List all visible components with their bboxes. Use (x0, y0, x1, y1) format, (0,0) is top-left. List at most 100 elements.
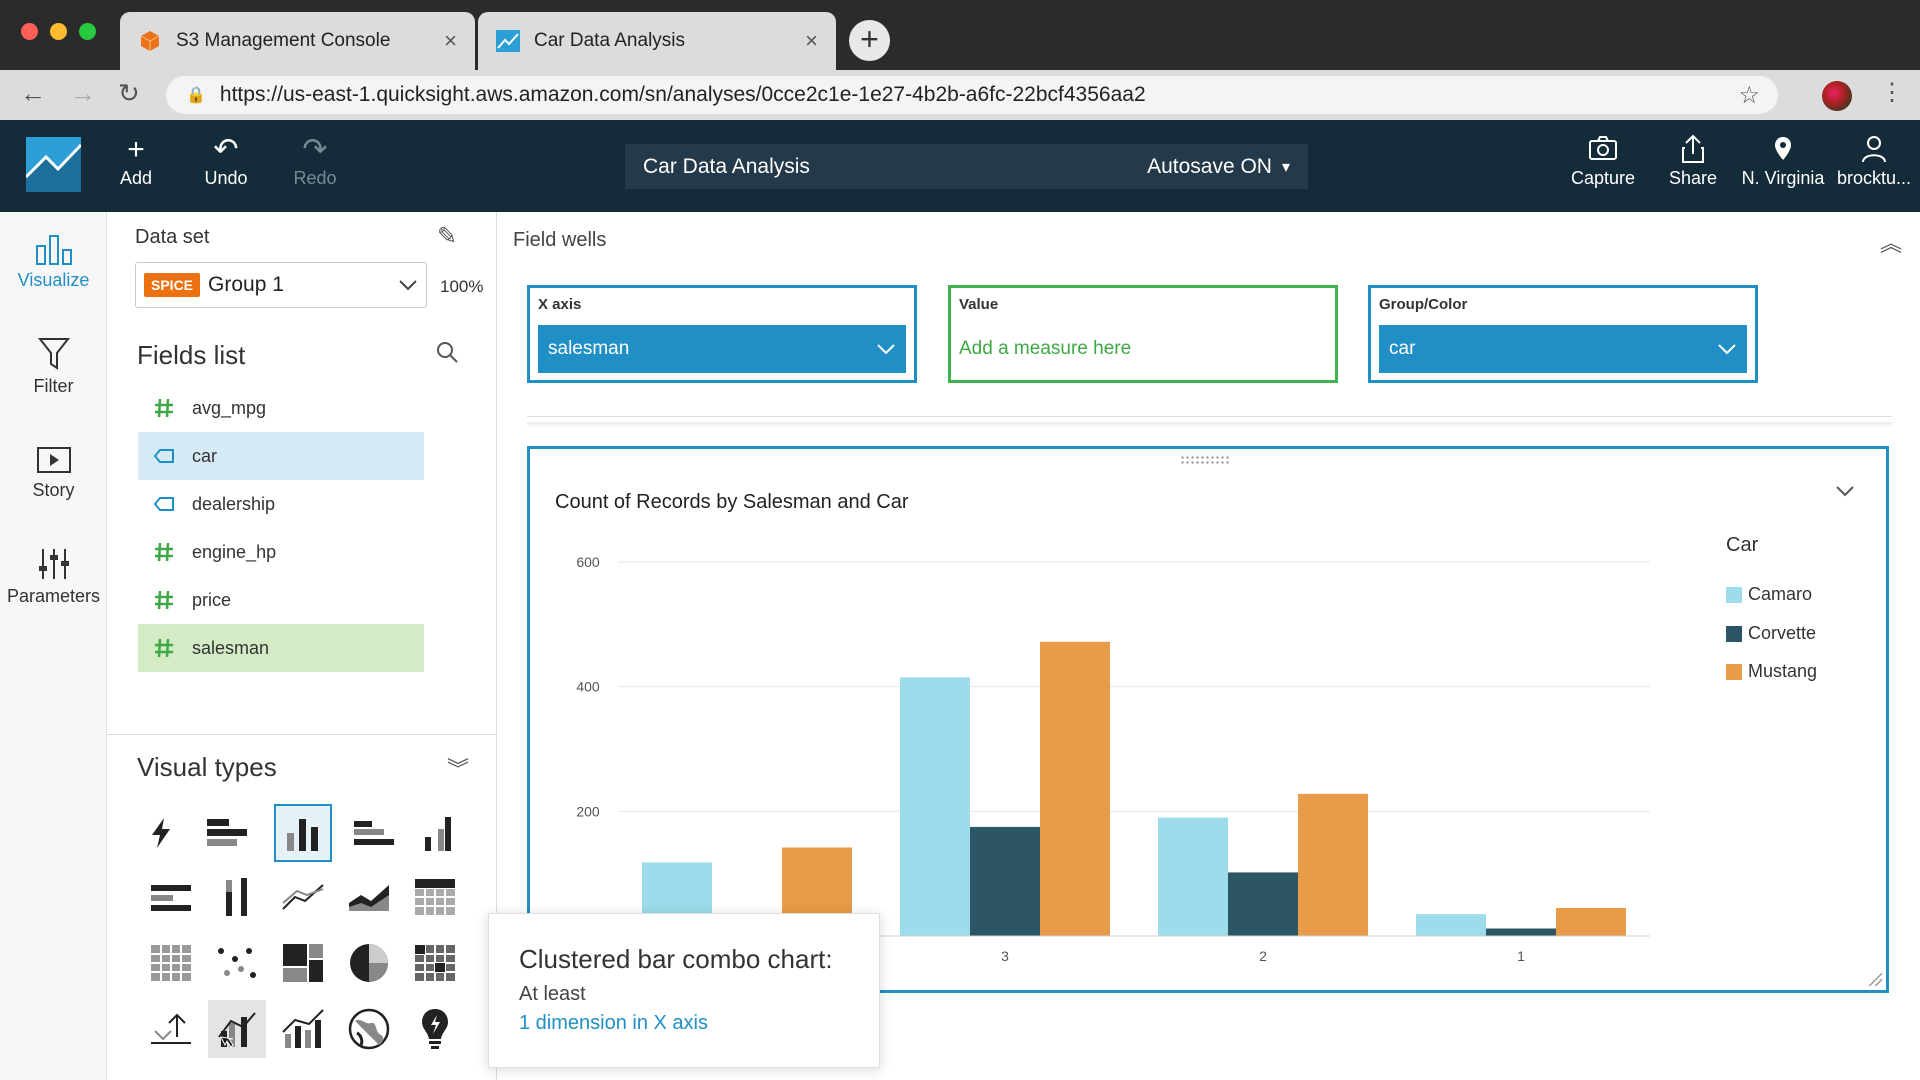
legend-item-camaro[interactable]: Camaro (1726, 584, 1812, 605)
dataset-select[interactable]: SPICE Group 1 (135, 262, 427, 308)
analysis-title-bar[interactable]: Car Data Analysis Autosave ON ▾ (625, 144, 1308, 189)
visual-title[interactable]: Count of Records by Salesman and Car (555, 491, 909, 513)
tab-s3-console[interactable]: S3 Management Console × (120, 12, 475, 70)
spice-badge: SPICE (144, 273, 201, 297)
tab-title: Car Data Analysis (534, 30, 686, 51)
visual-card[interactable]: Count of Records by Salesman and Car 200… (527, 446, 1889, 993)
plus-icon: + (127, 133, 145, 166)
vertical-bar-chart-icon (287, 819, 318, 851)
vt-scatter-plot[interactable] (208, 934, 266, 992)
field-car[interactable]: car (138, 432, 424, 480)
vt-area-chart[interactable] (340, 868, 398, 926)
group-color-field-pill[interactable]: car (1379, 325, 1747, 373)
vt-insight[interactable] (406, 1000, 464, 1058)
double-chevron-up-icon[interactable]: ︽ (1880, 231, 1903, 256)
vt-clustered-bar-combo[interactable] (208, 1000, 266, 1058)
field-sold-date[interactable]: sold_date (138, 672, 424, 682)
profile-avatar[interactable] (1822, 81, 1852, 111)
field-dealership[interactable]: dealership (138, 480, 424, 528)
vt-pivot-table[interactable] (406, 868, 464, 926)
vt-clustered-vertical-bar[interactable] (410, 804, 468, 862)
group-color-well[interactable]: Group/Color car (1368, 285, 1758, 383)
chevron-down-icon[interactable] (1835, 485, 1855, 497)
table-icon (151, 945, 191, 981)
vt-horizontal-bar[interactable] (198, 804, 256, 862)
quicksight-logo[interactable] (26, 137, 81, 192)
y-tick-label: 400 (576, 679, 600, 695)
new-tab-button[interactable]: + (849, 20, 890, 61)
value-well[interactable]: Value Add a measure here (948, 285, 1338, 383)
vt-stacked-vertical-bar[interactable] (208, 868, 266, 926)
field-price[interactable]: price (138, 576, 424, 624)
field-salesman[interactable]: salesman (138, 624, 424, 672)
redo-icon: ↷ (302, 133, 328, 166)
browser-tab-bar: S3 Management Console × Car Data Analysi… (0, 0, 1920, 70)
vt-line-bar-combo[interactable] (274, 1000, 332, 1058)
x-axis-label: X axis (538, 296, 582, 313)
data-panel: Data set ✎ SPICE Group 1 100% Fields lis… (107, 212, 497, 1080)
close-icon[interactable]: × (805, 28, 818, 53)
stacked-vertical-bar-icon (226, 878, 247, 916)
forward-arrow-icon[interactable]: → (70, 78, 96, 108)
tab-car-data-analysis[interactable]: Car Data Analysis × (478, 12, 836, 70)
maximize-window-button[interactable] (79, 23, 96, 40)
bookmark-star-icon[interactable]: ☆ (1738, 81, 1760, 109)
vt-geospatial-map[interactable] (340, 1000, 398, 1058)
share-button[interactable]: Share (1668, 134, 1718, 189)
autosave-toggle[interactable]: Autosave ON (1147, 154, 1272, 178)
field-wells-divider (527, 416, 1892, 422)
vt-vertical-bar[interactable] (274, 804, 332, 862)
x-axis-field-pill[interactable]: salesman (538, 325, 906, 373)
legend-item-corvette[interactable]: Corvette (1726, 623, 1816, 644)
double-chevron-down-icon[interactable]: ︾ (447, 757, 470, 782)
vt-pie-chart[interactable] (340, 934, 398, 992)
browser-menu-icon[interactable]: ⋮ (1880, 79, 1904, 106)
search-icon[interactable] (435, 340, 459, 364)
close-icon[interactable]: × (444, 28, 457, 53)
vt-kpi[interactable] (142, 1000, 200, 1058)
vt-stacked-horizontal-bar[interactable] (142, 868, 200, 926)
vt-heat-map[interactable] (406, 934, 464, 992)
chevron-down-icon[interactable]: ▾ (1281, 158, 1290, 176)
add-measure-placeholder[interactable]: Add a measure here (959, 338, 1132, 359)
sliders-icon (38, 549, 69, 579)
url-field[interactable]: 🔒 https://us-east-1.quicksight.aws.amazo… (166, 76, 1778, 114)
lock-icon: 🔒 (186, 87, 206, 104)
chevron-down-icon[interactable] (876, 343, 896, 355)
analysis-title[interactable]: Car Data Analysis (643, 154, 810, 178)
rail-visualize-label: Visualize (17, 270, 90, 290)
share-icon (1668, 134, 1718, 168)
capture-button[interactable]: Capture (1567, 134, 1639, 189)
rail-visualize[interactable]: Visualize (0, 232, 107, 291)
field-label: car (192, 445, 218, 466)
field-engine-hp[interactable]: engine_hp (138, 528, 424, 576)
field-avg-mpg[interactable]: avg_mpg (138, 384, 424, 432)
region-selector[interactable]: N. Virginia (1741, 134, 1825, 189)
redo-button[interactable]: ↷ Redo (293, 134, 337, 189)
legend-item-mustang[interactable]: Mustang (1726, 661, 1817, 682)
reload-icon[interactable]: ↻ (118, 78, 140, 108)
vt-table[interactable] (142, 934, 200, 992)
rail-parameters[interactable]: Parameters (0, 546, 107, 607)
user-menu[interactable]: brocktu... (1832, 134, 1916, 189)
y-tick-label: 600 (576, 554, 600, 570)
close-window-button[interactable] (21, 23, 38, 40)
minimize-window-button[interactable] (50, 23, 67, 40)
chevron-down-icon[interactable] (1717, 343, 1737, 355)
vt-autograph[interactable] (132, 804, 190, 862)
resize-handle[interactable] (1868, 972, 1882, 986)
funnel-icon (37, 338, 70, 370)
add-button[interactable]: + Add (118, 134, 154, 189)
tooltip-requirement-detail: 1 dimension in X axis (519, 1012, 708, 1034)
vt-clustered-horizontal-bar[interactable] (345, 804, 403, 862)
x-axis-well[interactable]: X axis salesman (527, 285, 917, 383)
undo-button[interactable]: ↶ Undo (203, 134, 249, 189)
vt-tree-map[interactable] (274, 934, 332, 992)
vt-line-chart[interactable] (274, 868, 332, 926)
rail-filter[interactable]: Filter (0, 336, 107, 397)
pencil-icon[interactable]: ✎ (437, 223, 458, 250)
drag-handle[interactable] (1180, 455, 1230, 465)
rail-story[interactable]: Story (0, 444, 107, 501)
bar-chart: 2004006004321 (576, 554, 1650, 964)
back-arrow-icon[interactable]: ← (20, 78, 46, 108)
